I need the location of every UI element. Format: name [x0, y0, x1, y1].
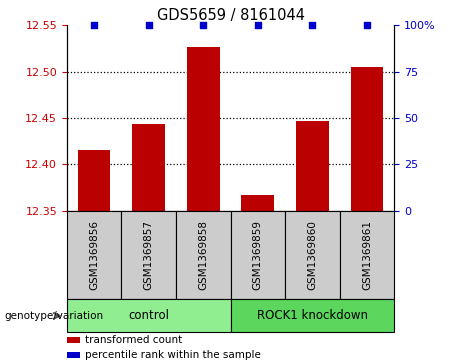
- Bar: [242, 195, 274, 211]
- Text: GSM1369859: GSM1369859: [253, 220, 263, 290]
- Text: percentile rank within the sample: percentile rank within the sample: [85, 350, 261, 360]
- Text: GSM1369860: GSM1369860: [307, 220, 317, 290]
- Bar: [296, 121, 329, 211]
- Bar: [132, 125, 165, 211]
- Bar: [78, 150, 111, 211]
- Bar: [230, 211, 285, 299]
- Bar: [67, 299, 230, 332]
- Bar: [67, 352, 80, 358]
- Point: [308, 23, 316, 28]
- Point: [90, 23, 98, 28]
- Bar: [285, 211, 340, 299]
- Point: [363, 23, 371, 28]
- Point: [254, 23, 261, 28]
- Bar: [230, 299, 394, 332]
- Bar: [340, 211, 394, 299]
- Bar: [350, 67, 383, 211]
- Bar: [67, 337, 80, 343]
- Title: GDS5659 / 8161044: GDS5659 / 8161044: [156, 8, 305, 23]
- Text: GSM1369856: GSM1369856: [89, 220, 99, 290]
- Text: ROCK1 knockdown: ROCK1 knockdown: [257, 309, 368, 322]
- Point: [200, 23, 207, 28]
- Text: GSM1369861: GSM1369861: [362, 220, 372, 290]
- Text: GSM1369858: GSM1369858: [198, 220, 208, 290]
- Text: transformed count: transformed count: [85, 335, 182, 345]
- Text: genotype/variation: genotype/variation: [5, 311, 104, 321]
- Bar: [121, 211, 176, 299]
- Bar: [176, 211, 230, 299]
- Text: control: control: [128, 309, 169, 322]
- Bar: [187, 47, 219, 211]
- Text: GSM1369857: GSM1369857: [144, 220, 154, 290]
- Point: [145, 23, 152, 28]
- Bar: [67, 211, 121, 299]
